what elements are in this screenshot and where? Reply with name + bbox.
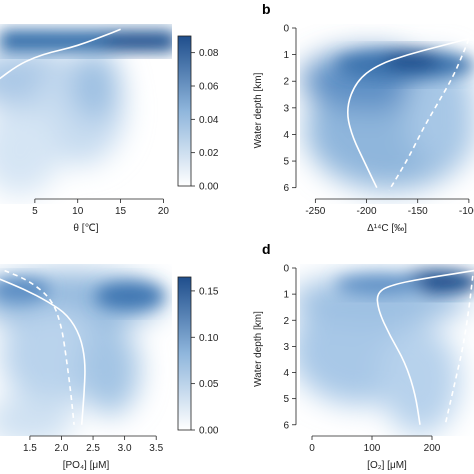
x-tick-label: 100: [364, 443, 381, 454]
x-tick-label: 3.0: [118, 443, 132, 454]
colorbar-tick-label: 0.08: [199, 48, 219, 59]
y-tick-label: 6: [283, 420, 289, 431]
x-tick-label: -150: [408, 206, 428, 217]
series-line-solid: [0, 28, 121, 80]
x-tick-label: 200: [424, 443, 441, 454]
series-line-dashed: [4, 269, 75, 425]
panel-a-heatmap: [0, 24, 172, 204]
colorbar-tick-label: 0.04: [199, 115, 219, 126]
x-tick-label: 2.0: [55, 443, 69, 454]
y-tick-label: 4: [283, 368, 289, 379]
x-axis: 5 10 15 20 θ [℃]: [32, 198, 170, 234]
colorbar-tick-label: 0.15: [199, 286, 219, 297]
x-tick-label: 5: [32, 206, 38, 217]
x-axis-label: Δ¹⁴C [‰]: [367, 223, 407, 234]
series-line-solid: [0, 278, 86, 425]
series-line-solid: [376, 269, 474, 425]
colorbar-tick-label: 0.05: [199, 379, 219, 390]
x-tick-label: 2.5: [86, 443, 100, 454]
y-tick-label: 2: [283, 316, 289, 327]
series-line-solid: [346, 37, 470, 189]
x-tick-label: 15: [115, 206, 127, 217]
panel-b-heatmap: [300, 24, 474, 204]
y-axis: 0 1 2 3 4 5 6 Water depth [km]: [253, 264, 297, 431]
y-tick-label: 2: [283, 77, 289, 88]
series-line-dashed: [444, 275, 474, 425]
panel-b: -250 -200 -150 -100 Δ¹⁴C [‰] 0 1 2 3 4 5 6 Water dep…: [253, 1, 474, 234]
colorbar-axis: 0.00 0.02 0.04 0.06 0.08: [191, 48, 219, 193]
y-tick-label: 6: [283, 183, 289, 194]
x-axis: 1.5 2.0 2.5 3.0 3.5 [PO₄] [μM]: [23, 435, 164, 471]
colorbar-tick-label: 0.06: [199, 82, 219, 93]
y-tick-label: 3: [283, 103, 289, 114]
x-tick-label: -100: [459, 206, 474, 217]
colorbar-top: [177, 35, 192, 187]
y-axis: 0 1 2 3 4 5 6 Water depth [km]: [253, 24, 297, 194]
panel-label: b: [262, 1, 271, 17]
x-axis-label: [O₂] [μM]: [367, 460, 407, 471]
y-axis-label: Water depth [km]: [253, 72, 264, 148]
colorbar-bottom: [177, 276, 192, 431]
colorbar-tick-label: 0.00: [199, 182, 219, 193]
x-tick-label: 0: [309, 443, 315, 454]
colorbar-tick-label: 0.02: [199, 148, 219, 159]
colorbar-tick-label: 0.00: [199, 426, 219, 437]
x-tick-label: -250: [305, 206, 325, 217]
series-line-dashed: [388, 30, 473, 191]
y-tick-label: 4: [283, 130, 289, 141]
y-tick-label: 1: [283, 50, 289, 61]
x-tick-label: 1.5: [23, 443, 37, 454]
y-tick-label: 5: [283, 394, 289, 405]
x-tick-label: -200: [357, 206, 377, 217]
x-tick-label: 20: [158, 206, 170, 217]
y-tick-label: 0: [283, 24, 289, 35]
panel-label: d: [262, 241, 271, 257]
colorbar-axis: 0.00 0.05 0.10 0.15: [191, 286, 219, 437]
x-tick-label: 10: [72, 206, 84, 217]
y-tick-label: 0: [283, 264, 289, 275]
panel-d: 0 100 200 [O₂] [μM] 0 1 2 3 4 5 6 Water depth [km] d: [253, 241, 474, 471]
y-tick-label: 5: [283, 157, 289, 168]
panel-c-heatmap: [0, 264, 172, 436]
panel-c: 1.5 2.0 2.5 3.0 3.5 [PO₄] [μM] 0.00 0.05 0.10 0.1…: [0, 269, 219, 471]
y-tick-label: 3: [283, 342, 289, 353]
y-axis-label: Water depth [km]: [253, 311, 264, 387]
colorbar-tick-label: 0.10: [199, 333, 219, 344]
x-tick-label: 3.5: [149, 443, 163, 454]
x-axis-label: θ [℃]: [73, 223, 98, 234]
panel-a: 5 10 15 20 θ [℃] 0.00 0.02 0.04 0.06 0.08: [0, 28, 219, 234]
x-axis: -250 -200 -150 -100 Δ¹⁴C [‰]: [305, 198, 474, 234]
y-tick-label: 1: [283, 290, 289, 301]
x-axis: 0 100 200 [O₂] [μM]: [309, 435, 441, 471]
panel-d-heatmap: [300, 264, 474, 436]
x-axis-label: [PO₄] [μM]: [63, 460, 110, 471]
